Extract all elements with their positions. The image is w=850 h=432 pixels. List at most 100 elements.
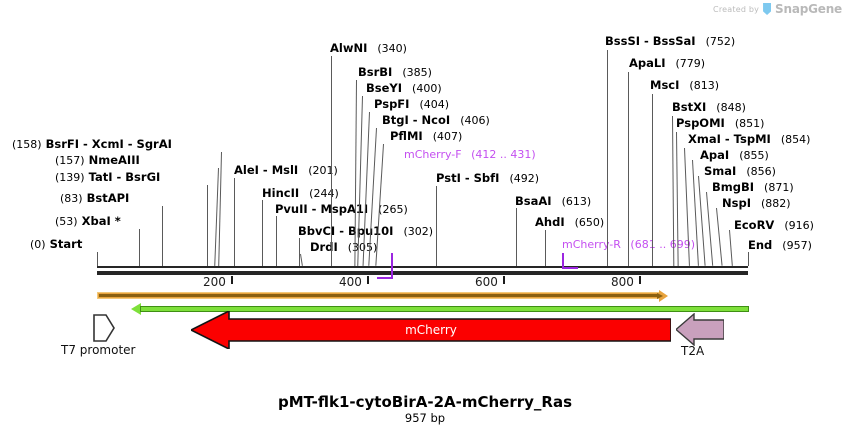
leader-line	[748, 252, 749, 266]
enzyme-label-pvuii-mspa1i[interactable]: PvuII - MspA1I (265)	[275, 203, 408, 216]
enzyme-name: XmaI - TspMI	[688, 132, 771, 146]
start-position: (0)	[30, 238, 46, 251]
leader-line	[262, 200, 263, 266]
enzyme-label-bsssi-bsssai[interactable]: BssSI - BssSaI (752)	[605, 35, 735, 48]
enzyme-position: (752)	[705, 35, 736, 48]
enzyme-name: BsrBI	[358, 65, 393, 79]
primer-label-mcherry-f[interactable]: mCherry-F (412 .. 431)	[404, 149, 536, 161]
primer-marker-mcherry-f[interactable]	[377, 253, 395, 280]
enzyme-position: (406)	[460, 114, 490, 127]
enzyme-label-bsaai[interactable]: BsaAI (613)	[515, 195, 591, 208]
enzyme-label-pflmi[interactable]: PflMI (407)	[390, 130, 462, 143]
enzyme-position: (53)	[55, 215, 78, 228]
enzyme-label-psti-sbfi[interactable]: PstI - SbfI (492)	[436, 172, 539, 185]
mcherry-arrow-shape	[191, 311, 671, 349]
primer-vertical-tick	[562, 253, 564, 269]
leader-line	[162, 206, 163, 266]
leader-line	[331, 56, 332, 266]
ruler-label-200: 200	[203, 275, 226, 289]
enzyme-label-smai[interactable]: SmaI (856)	[704, 165, 776, 178]
enzyme-label-alwni[interactable]: AlwNI (340)	[330, 42, 407, 55]
primer-name: mCherry-F	[404, 148, 462, 161]
leader-line	[276, 216, 277, 266]
leader-line	[300, 253, 303, 266]
enzyme-label-msci[interactable]: MscI (813)	[650, 79, 719, 92]
enzyme-label-alei-msli[interactable]: AleI - MslI (201)	[234, 164, 338, 177]
enzyme-name: ApaI	[700, 148, 730, 162]
enzyme-label-bseyi[interactable]: BseYI (400)	[366, 82, 442, 95]
primer-marker-mcherry-r[interactable]	[562, 253, 580, 275]
enzyme-position: (779)	[675, 57, 706, 70]
enzyme-label-bmgbi[interactable]: BmgBI (871)	[712, 181, 794, 194]
t2a-arrow-shape	[676, 313, 724, 346]
feature-mcherry[interactable]: mCherry	[191, 311, 671, 349]
enzyme-label-nmeaiii[interactable]: (157) NmeAIII	[55, 154, 140, 167]
enzyme-name: AlwNI	[330, 41, 368, 55]
enzyme-label-ecorv[interactable]: EcoRV (916)	[734, 219, 814, 232]
primer-horizontal-tick	[377, 277, 393, 279]
ruler-tick-600	[503, 276, 505, 284]
leader-line	[607, 50, 608, 266]
orf-track-green[interactable]	[131, 303, 749, 315]
enzyme-label-apai[interactable]: ApaI (855)	[700, 149, 769, 162]
enzyme-label-xmai-tspmi[interactable]: XmaI - TspMI (854)	[688, 133, 810, 146]
enzyme-name: MscI	[650, 78, 680, 92]
enzyme-name: NmeAIII	[88, 153, 140, 167]
enzyme-label-bstapi[interactable]: (83) BstAPI	[60, 192, 129, 205]
enzyme-label-drdi[interactable]: DrdI (305)	[310, 241, 377, 254]
enzyme-position: (157)	[55, 154, 85, 167]
leader-line	[139, 229, 140, 266]
enzyme-label-nspi[interactable]: NspI (882)	[722, 197, 791, 210]
feature-t7-promoter[interactable]	[93, 313, 115, 343]
end-label: End (957)	[748, 239, 812, 252]
enzyme-position: (856)	[746, 165, 776, 178]
enzyme-position: (385)	[402, 66, 432, 79]
enzyme-label-pspomi[interactable]: PspOMI (851)	[676, 117, 764, 130]
orf-track-orange[interactable]	[97, 290, 669, 302]
end-position: (957)	[782, 239, 812, 252]
ruler-label-400: 400	[339, 275, 362, 289]
enzyme-label-ahdi[interactable]: AhdI (650)	[535, 216, 604, 229]
primer-label-mcherry-r[interactable]: mCherry-R (681 .. 699)	[562, 239, 695, 251]
enzyme-label-btgi-ncoi[interactable]: BtgI - NcoI (406)	[382, 114, 490, 127]
enzyme-name: PflMI	[390, 129, 423, 143]
primer-range: (412 .. 431)	[471, 148, 536, 161]
enzyme-name: BsaAI	[515, 194, 552, 208]
enzyme-name: EcoRV	[734, 218, 775, 232]
plasmid-title: pMT-flk1-cytoBirA-2A-mCherry_Ras	[277, 393, 573, 411]
sequence-backbone-upper	[97, 266, 748, 268]
enzyme-label-apali[interactable]: ApaLI (779)	[629, 57, 705, 70]
enzyme-label-bsrfi-xcmi-sgrai[interactable]: (158) BsrFI - XcmI - SgrAI	[12, 138, 172, 151]
enzyme-label-hincii[interactable]: HincII (244)	[262, 187, 339, 200]
enzyme-name: PvuII - MspA1I	[275, 202, 369, 216]
primer-range: (681 .. 699)	[630, 238, 695, 251]
enzyme-label-tati-bsrgi[interactable]: (139) TatI - BsrGI	[55, 171, 160, 184]
enzyme-label-xbai[interactable]: (53) XbaI *	[55, 215, 121, 228]
feature-t2a[interactable]	[676, 313, 724, 346]
leader-line	[234, 178, 235, 266]
enzyme-position: (302)	[403, 225, 434, 238]
ruler-tick-400	[367, 276, 369, 284]
orange-feature-arrowhead	[659, 290, 668, 302]
enzyme-name: SmaI	[704, 164, 737, 178]
enzyme-position: (404)	[419, 98, 450, 111]
enzyme-position: (407)	[432, 130, 463, 143]
leader-line	[698, 175, 706, 266]
enzyme-label-bsrbi[interactable]: BsrBI (385)	[358, 66, 432, 79]
start-text: Start	[49, 237, 83, 251]
enzyme-name: BbvCI - Bpu10I	[298, 224, 394, 238]
enzyme-position: (854)	[780, 133, 811, 146]
enzyme-name: AleI - MslI	[234, 163, 299, 177]
leader-line	[354, 79, 357, 266]
enzyme-name: BmgBI	[712, 180, 755, 194]
enzyme-name: BstAPI	[86, 191, 130, 205]
enzyme-label-bstxi[interactable]: BstXI (848)	[672, 101, 746, 114]
enzyme-label-pspfi[interactable]: PspFI (404)	[374, 98, 449, 111]
feature-label-t7-promoter: T7 promoter	[61, 343, 136, 357]
leader-line	[716, 207, 723, 266]
enzyme-position: (244)	[309, 187, 339, 200]
enzyme-name: BsrFI - XcmI - SgrAI	[45, 137, 172, 151]
enzyme-label-bbvci-bpu10i[interactable]: BbvCI - Bpu10I (302)	[298, 225, 433, 238]
primer-horizontal-tick	[562, 267, 578, 269]
